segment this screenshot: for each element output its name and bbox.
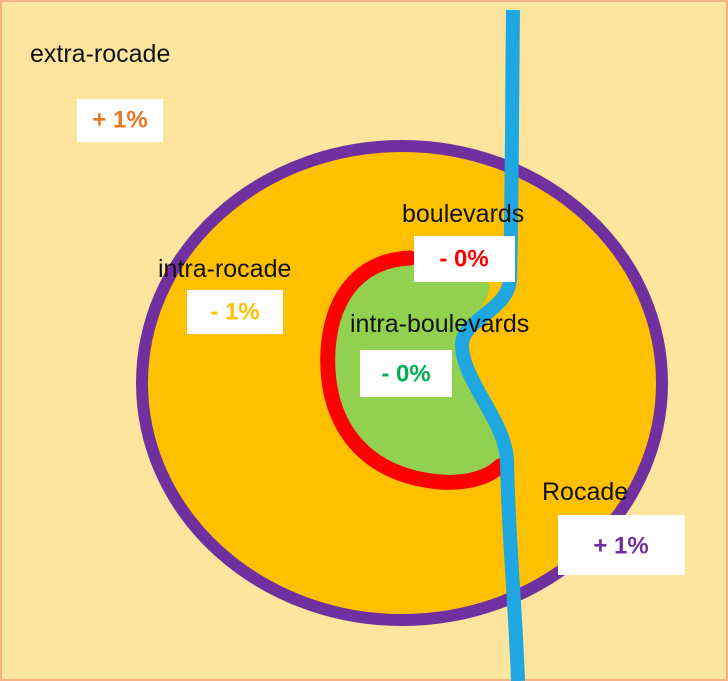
value-box <box>558 515 685 575</box>
zone-change: - 0% <box>439 245 488 272</box>
boulevards-ring <box>320 250 508 490</box>
value-box <box>414 236 515 282</box>
zone-change: + 1% <box>92 106 147 133</box>
value-box <box>187 290 283 334</box>
zone-change: - 1% <box>210 298 259 325</box>
river <box>454 9 525 681</box>
zone-name: boulevards <box>402 200 524 228</box>
value-box <box>360 350 452 397</box>
zone-name: intra-boulevards <box>350 310 529 338</box>
value-box <box>77 99 163 142</box>
zone-name: extra-rocade <box>30 40 170 68</box>
zone-name: intra-rocade <box>158 255 291 283</box>
zone-change: - 0% <box>381 360 430 387</box>
zone-change: + 1% <box>593 532 648 559</box>
zone-name: Rocade <box>542 478 628 506</box>
